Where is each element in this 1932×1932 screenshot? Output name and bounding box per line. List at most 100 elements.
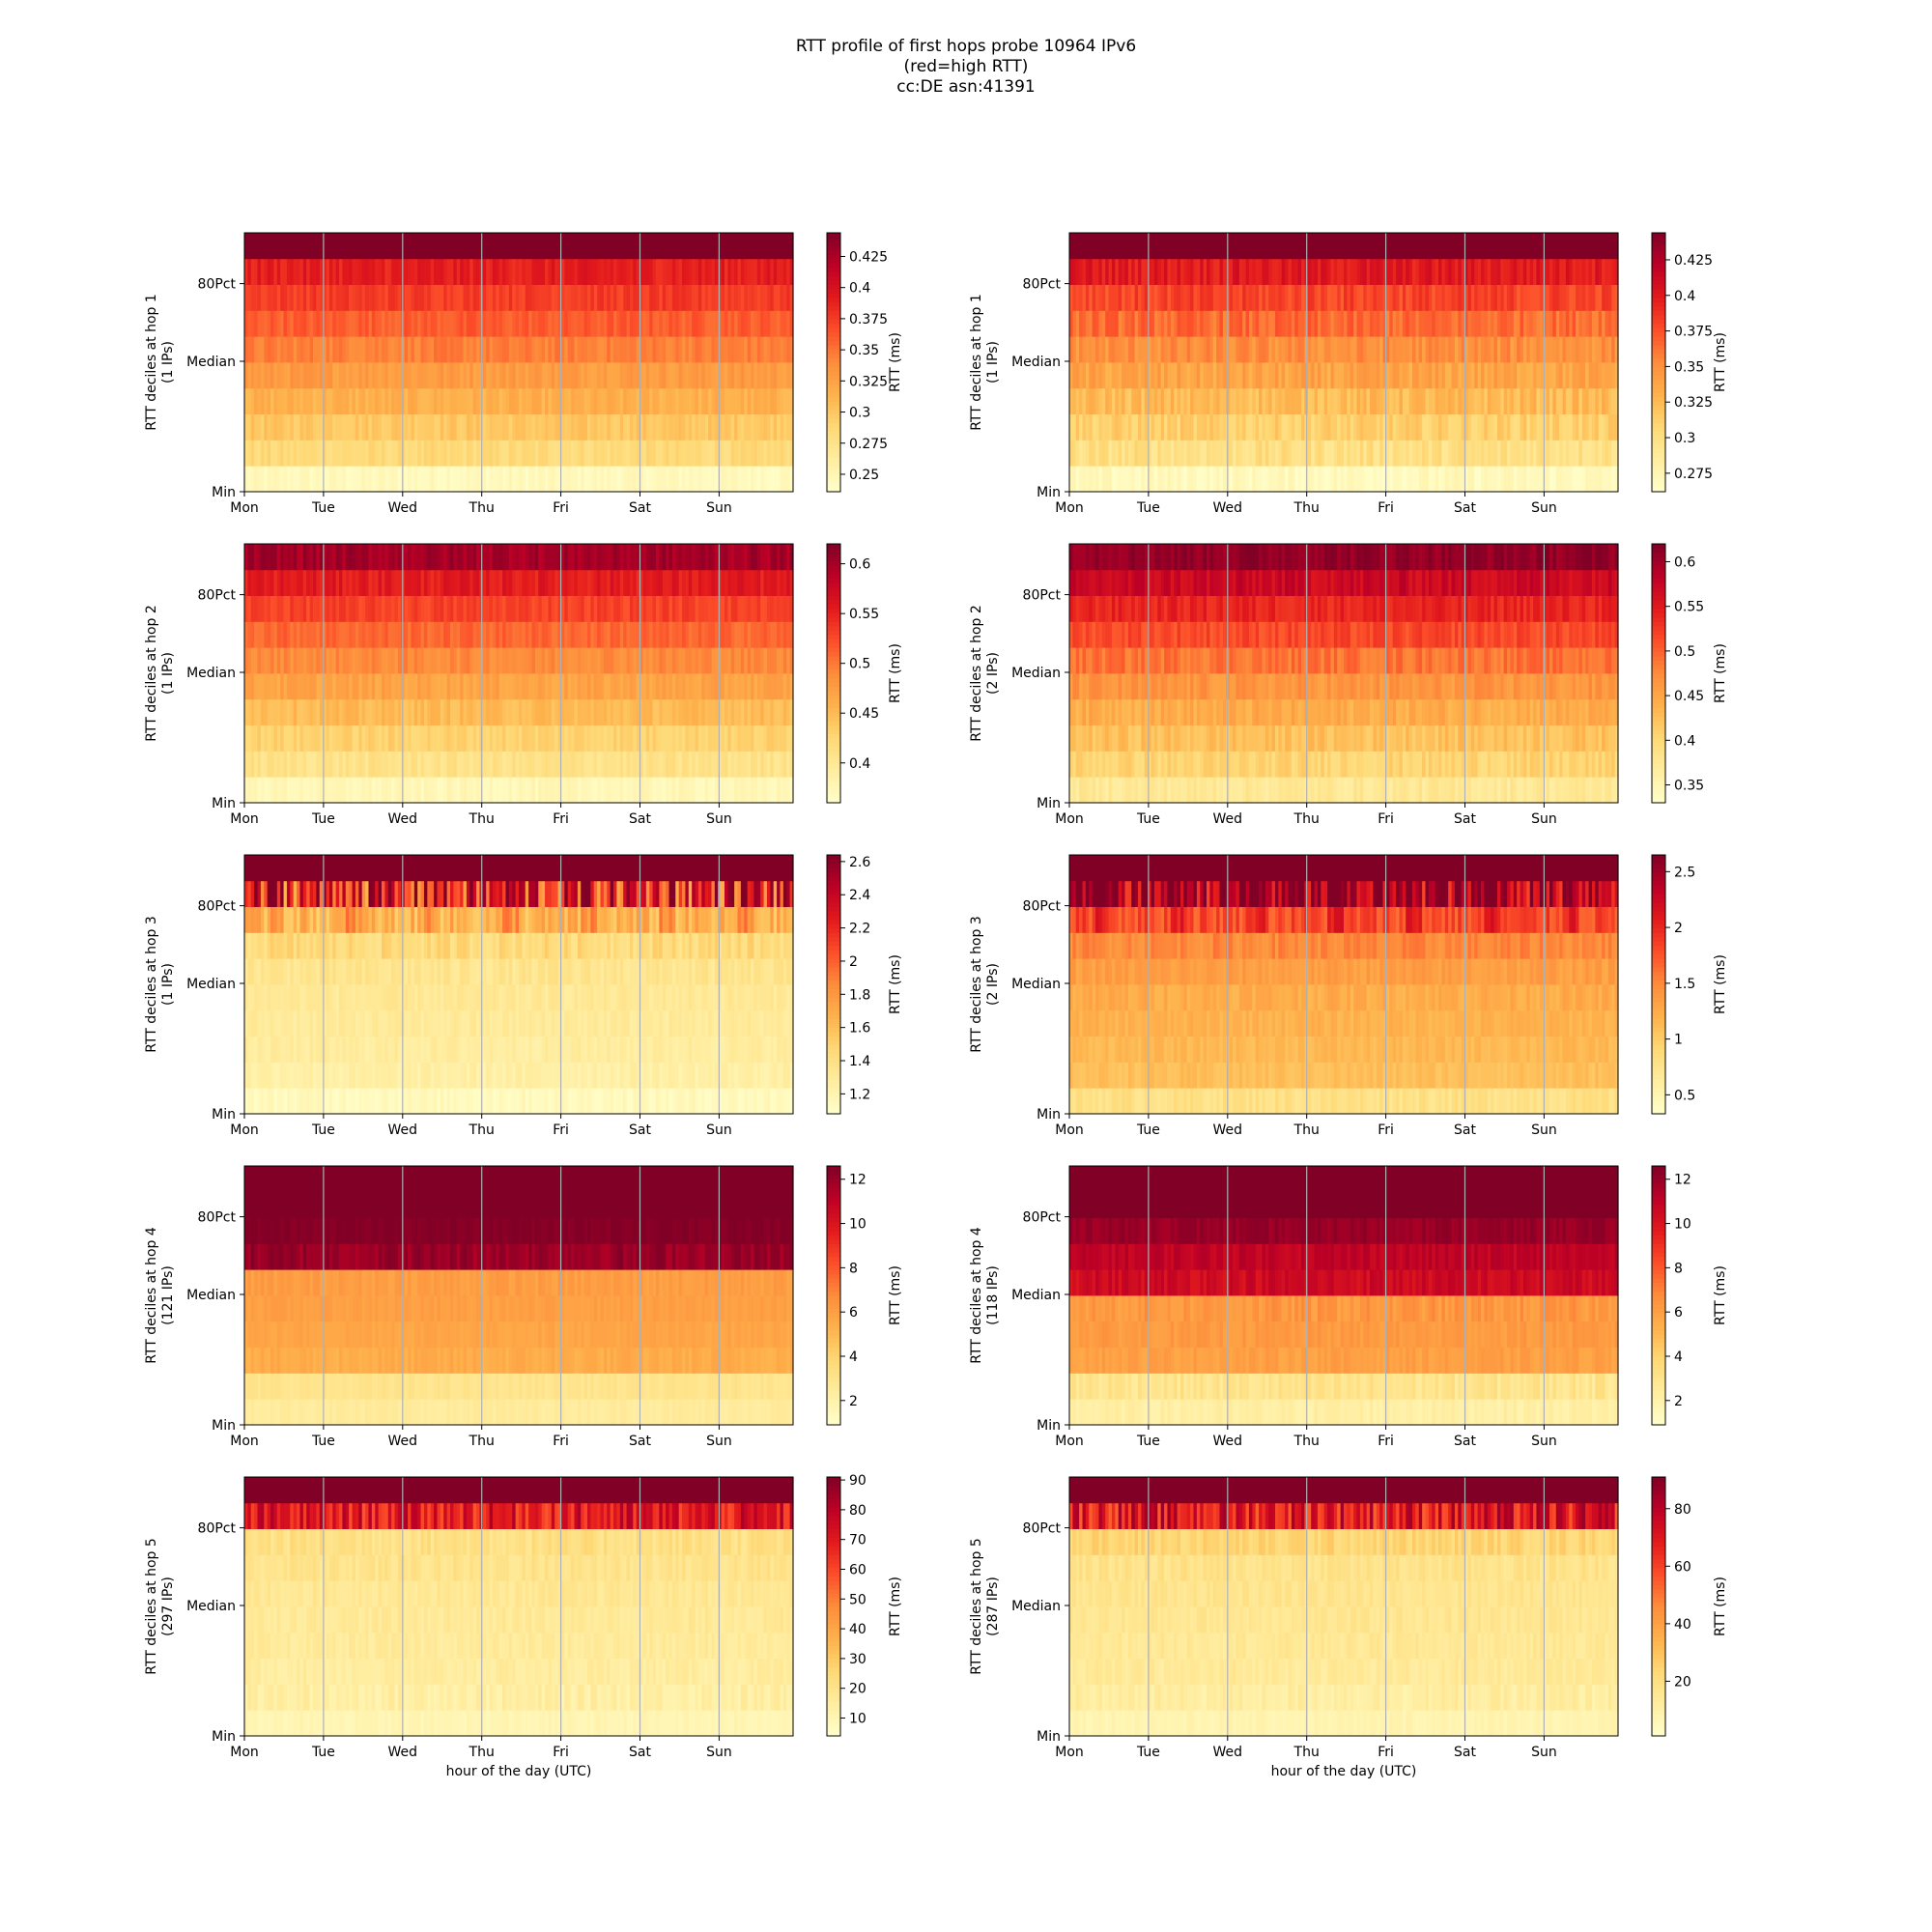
- heatmap-cell: [675, 387, 680, 414]
- heatmap-cell: [358, 466, 363, 493]
- heatmap-cell: [440, 387, 444, 414]
- heatmap-cell: [704, 258, 709, 285]
- heatmap-cell: [590, 413, 595, 440]
- heatmap-cell: [486, 310, 491, 337]
- colorbar-segment: [827, 267, 840, 272]
- heatmap-cell: [545, 310, 550, 337]
- heatmap-cell: [662, 413, 667, 440]
- colorbar-segment: [1652, 331, 1665, 337]
- heatmap-cell: [770, 336, 775, 363]
- heatmap-cell: [505, 387, 510, 414]
- heatmap-cell: [587, 310, 591, 337]
- heatmap-cell: [326, 387, 330, 414]
- heatmap-cell: [264, 413, 269, 440]
- heatmap-cell: [756, 362, 761, 389]
- heatmap-cell: [522, 362, 526, 389]
- heatmap-cell: [505, 284, 510, 311]
- heatmap-cell: [734, 362, 739, 389]
- heatmap-cell: [283, 440, 288, 467]
- x-tick-label: Wed: [1213, 500, 1243, 516]
- colorbar-segment: [827, 319, 840, 325]
- heatmap-cell: [482, 336, 487, 363]
- heatmap-cell: [1496, 440, 1501, 467]
- heatmap-cell: [597, 440, 602, 467]
- heatmap-cell: [649, 310, 654, 337]
- heatmap-cell: [597, 284, 602, 311]
- heatmap-cell: [545, 362, 550, 389]
- heatmap-cell: [476, 413, 481, 440]
- heatmap-cell: [789, 336, 794, 363]
- heatmap-cell: [276, 336, 281, 363]
- heatmap-cell: [727, 413, 732, 440]
- heatmap-cell: [629, 284, 634, 311]
- heatmap-cell: [567, 698, 572, 725]
- heatmap-cell: [316, 310, 321, 337]
- heatmap-cell: [489, 387, 494, 414]
- y-tick-label: 80Pct: [198, 277, 237, 293]
- heatmap-cell: [786, 413, 791, 440]
- heatmap-cell: [744, 466, 749, 493]
- heatmap-cell: [1085, 336, 1090, 363]
- heatmap-cell: [763, 466, 768, 493]
- heatmap-cell: [675, 284, 680, 311]
- heatmap-cell: [498, 698, 503, 725]
- heatmap-cell: [603, 698, 608, 725]
- heatmap-cell: [276, 387, 281, 414]
- heatmap-cell: [293, 595, 298, 622]
- heatmap-cell: [391, 336, 396, 363]
- heatmap-cell: [326, 466, 330, 493]
- heatmap-cell: [773, 595, 778, 622]
- colorbar-segment: [1652, 319, 1665, 325]
- heatmap-cell: [313, 258, 317, 285]
- heatmap-cell: [391, 310, 396, 337]
- heatmap-cell: [313, 336, 317, 363]
- heatmap-cell: [397, 595, 402, 622]
- heatmap-cell: [636, 362, 640, 389]
- heatmap-cell: [368, 362, 373, 389]
- heatmap-cell: [450, 413, 454, 440]
- heatmap-cell: [434, 310, 439, 337]
- colorbar-segment: [1652, 427, 1665, 432]
- heatmap-cell: [505, 336, 510, 363]
- heatmap-cell: [626, 387, 631, 414]
- heatmap-cell: [508, 440, 513, 467]
- heatmap-cell: [498, 466, 503, 493]
- heatmap-cell: [244, 284, 248, 311]
- heatmap-cell: [1392, 387, 1397, 414]
- heatmap-cell: [548, 387, 553, 414]
- heatmap-cell: [365, 466, 370, 493]
- heatmap-cell: [498, 284, 503, 311]
- colorbar-segment: [1652, 452, 1665, 458]
- heatmap-cell: [541, 284, 546, 311]
- heatmap-cell: [508, 466, 513, 493]
- heatmap-cell: [319, 336, 324, 363]
- heatmap-cell: [505, 413, 510, 440]
- heatmap-cell: [466, 698, 470, 725]
- heatmap-cell: [747, 387, 752, 414]
- heatmap-cell: [581, 440, 585, 467]
- heatmap-cell: [538, 284, 543, 311]
- heatmap-cell: [695, 362, 699, 389]
- heatmap-cell: [642, 362, 647, 389]
- heatmap-cell: [384, 413, 389, 440]
- heatmap-cell: [397, 284, 402, 311]
- heatmap-cell: [345, 413, 350, 440]
- heatmap-cell: [744, 413, 749, 440]
- heatmap-cell: [342, 362, 347, 389]
- heatmap-cell: [639, 387, 644, 414]
- heatmap-cell: [545, 466, 550, 493]
- heatmap-cell: [397, 751, 402, 778]
- heatmap-cell: [730, 387, 735, 414]
- heatmap-cell: [534, 777, 539, 804]
- heatmap-cell: [476, 284, 481, 311]
- heatmap-cell: [365, 310, 370, 337]
- heatmap-cell: [382, 362, 385, 389]
- heatmap-cell: [671, 673, 676, 700]
- heatmap-cell: [613, 413, 618, 440]
- heatmap-cell: [250, 413, 255, 440]
- heatmap-cell: [780, 413, 784, 440]
- heatmap-cell: [299, 413, 304, 440]
- heatmap-cell: [1186, 440, 1191, 467]
- heatmap-cell: [267, 440, 271, 467]
- heatmap-cell: [581, 466, 585, 493]
